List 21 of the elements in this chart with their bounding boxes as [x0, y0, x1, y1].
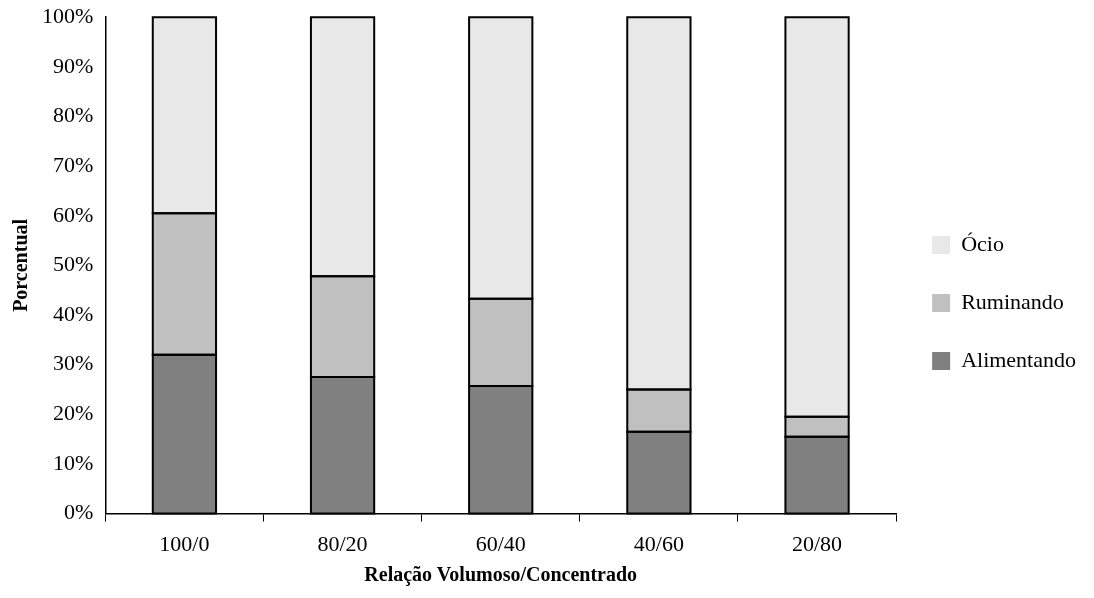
x-tick-label: 100/0 — [159, 530, 210, 556]
y-tick-label: 90% — [53, 52, 94, 78]
x-tick-label: 60/40 — [475, 530, 526, 556]
y-tick-label: 100% — [42, 2, 94, 28]
legend-label: Alimentando — [961, 346, 1077, 372]
y-axis-title: Porcentual — [9, 218, 32, 312]
y-tick-label: 50% — [53, 251, 94, 277]
x-tick-label: 80/20 — [317, 530, 368, 556]
x-tick-label: 40/60 — [633, 530, 684, 556]
x-tick-label: 20/80 — [791, 530, 843, 556]
y-tick-label: 30% — [53, 350, 94, 376]
y-tick-label: 80% — [53, 102, 94, 128]
y-tick-label: 20% — [53, 400, 94, 426]
legend-label: Ruminando — [961, 288, 1064, 314]
y-tick-label: 60% — [53, 201, 94, 227]
x-axis-title: Relação Volumoso/Concentrado — [364, 563, 638, 587]
y-tick-label: 40% — [53, 300, 94, 326]
legend-label: Ócio — [961, 230, 1004, 256]
y-tick-label: 0% — [64, 499, 94, 525]
y-tick-label: 70% — [53, 151, 94, 177]
y-tick-label: 10% — [53, 449, 94, 475]
